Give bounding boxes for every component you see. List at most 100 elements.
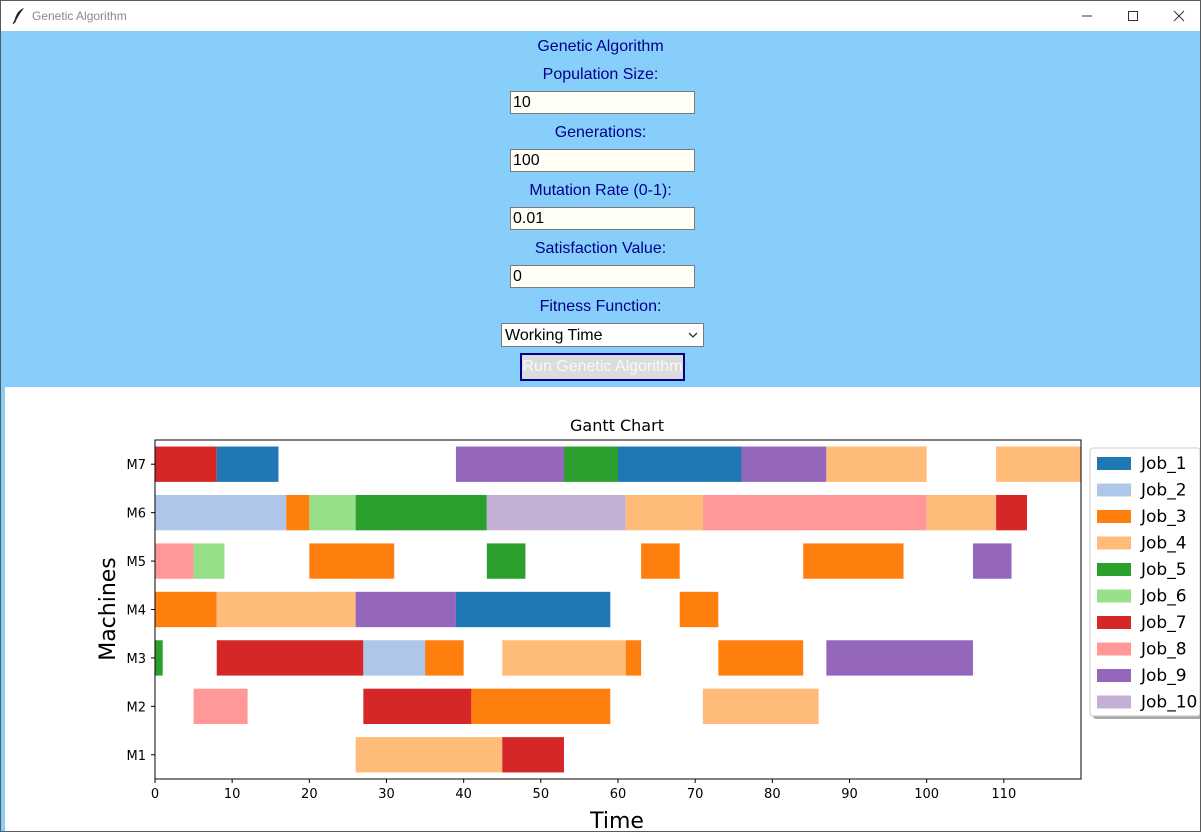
- x-tick-label: 50: [533, 787, 550, 802]
- x-tick-label: 60: [610, 787, 627, 802]
- gantt-bar-m5-job_5: [486, 543, 526, 579]
- population-label: Population Size:: [542, 66, 659, 83]
- x-tick-label: 70: [687, 787, 704, 802]
- y-axis-label: Machines: [96, 557, 121, 661]
- y-tick-label: M4: [127, 604, 147, 619]
- y-tick-label: M1: [127, 749, 147, 764]
- gantt-bar-m6-job_4: [926, 494, 997, 531]
- x-tick-label: 0: [151, 787, 159, 802]
- x-tick-label: 80: [764, 787, 781, 802]
- gantt-chart: Gantt Chart M1 M2 M3 M4 M5 M6 M7 0 10 20 30 40 50 60…: [96, 416, 1200, 831]
- gantt-bar-m7-job_4: [826, 446, 927, 482]
- gantt-bar-m7-job_9: [455, 446, 564, 482]
- minimize-icon: [1082, 15, 1092, 17]
- gantt-bar-m4-job_9: [355, 591, 456, 628]
- x-tick-label: 100: [914, 787, 939, 802]
- gantt-bar-m3-job_9: [826, 640, 973, 676]
- gantt-bar-m3-job_3: [625, 640, 642, 676]
- gantt-bar-m4-job_1: [455, 591, 611, 628]
- gantt-bar-m1-job_7: [502, 737, 564, 773]
- gantt-bar-m7-job_7: [155, 446, 217, 482]
- close-button[interactable]: [1156, 1, 1200, 31]
- gantt-bar-m7-job_9: [741, 446, 827, 482]
- legend-label-job_9: Job_9: [1140, 666, 1187, 686]
- gantt-bar-m5-job_6: [193, 543, 225, 579]
- legend-swatch-job_9: [1097, 669, 1131, 682]
- gantt-bar-m2-job_3: [471, 688, 611, 725]
- y-tick-label: M3: [127, 652, 147, 667]
- fitness-function-value: Working Time: [505, 327, 603, 344]
- gantt-bar-m5-job_3: [309, 543, 395, 579]
- gantt-bar-m6-job_2: [155, 494, 287, 531]
- legend-swatch-job_5: [1097, 563, 1131, 576]
- legend-swatch-job_1: [1097, 457, 1131, 470]
- population-input[interactable]: [510, 91, 695, 114]
- gantt-bar-m7-job_5: [563, 446, 618, 482]
- legend-swatch-job_3: [1097, 510, 1131, 523]
- x-axis-label: Time: [589, 809, 644, 831]
- legend-swatch-job_8: [1097, 642, 1131, 656]
- legend-label-job_8: Job_8: [1140, 640, 1187, 660]
- legend-label-job_7: Job_7: [1140, 613, 1187, 633]
- chart-figure: Gantt Chart M1 M2 M3 M4 M5 M6 M7 0 10 20 30 40 50 60…: [5, 387, 1200, 831]
- parameters-panel: Genetic Algorithm Population Size: Gener…: [1, 31, 1200, 387]
- legend: Job_1 Job_2 Job_3 Job_4 Job_5 Job_6 Job_7 Job_8…: [1089, 447, 1200, 719]
- gantt-bar-m6-job_3: [286, 494, 310, 531]
- legend-swatch-job_6: [1097, 589, 1131, 603]
- gantt-bar-m2-job_8: [193, 688, 248, 725]
- form-header: Genetic Algorithm: [537, 38, 664, 55]
- title-bar: Genetic Algorithm: [1, 1, 1200, 31]
- gantt-bar-m5-job_3: [641, 543, 680, 579]
- y-tick-label: M7: [127, 458, 147, 473]
- x-tick-label: 90: [841, 787, 858, 802]
- gantt-bar-m7-job_1: [618, 446, 742, 482]
- gantt-bar-m6-job_4: [625, 494, 703, 531]
- panel-edge: [1, 387, 5, 831]
- satisfaction-input[interactable]: [510, 265, 695, 288]
- chevron-down-icon: [688, 332, 698, 338]
- gantt-bar-m4-job_3: [155, 591, 217, 628]
- fitness-label: Fitness Function:: [539, 298, 662, 315]
- gantt-bar-m7-job_4: [996, 446, 1081, 482]
- legend-label-job_10: Job_10: [1140, 693, 1197, 713]
- gantt-bar-m5-job_3: [803, 543, 904, 579]
- window-title: Genetic Algorithm: [32, 9, 127, 23]
- gantt-bar-m3-job_4: [502, 640, 626, 676]
- mutation-rate-input[interactable]: [510, 207, 695, 230]
- legend-swatch-job_7: [1097, 616, 1131, 629]
- gantt-bar-m2-job_4: [702, 688, 819, 725]
- legend-label-job_3: Job_3: [1140, 507, 1187, 527]
- generations-label: Generations:: [554, 124, 647, 141]
- gantt-bar-m5-job_9: [972, 543, 1012, 579]
- x-tick-label: 110: [991, 787, 1016, 802]
- y-tick-label: M2: [127, 700, 147, 715]
- minimize-button[interactable]: [1064, 1, 1110, 31]
- fitness-function-select[interactable]: Working Time: [501, 323, 704, 347]
- gantt-bar-m6-job_6: [309, 494, 356, 531]
- maximize-button[interactable]: [1110, 1, 1156, 31]
- satisfaction-label: Satisfaction Value:: [534, 240, 667, 257]
- gantt-bar-m3-job_3: [718, 640, 804, 676]
- gantt-bar-m7-job_1: [216, 446, 279, 482]
- gantt-bar-m6-job_8: [702, 494, 927, 531]
- legend-label-job_4: Job_4: [1140, 534, 1187, 554]
- legend-label-job_1: Job_1: [1140, 454, 1187, 474]
- legend-label-job_6: Job_6: [1140, 587, 1187, 607]
- gantt-bar-m3-job_5: [155, 640, 163, 676]
- gantt-bar-m4-job_4: [216, 591, 356, 628]
- generations-input[interactable]: [510, 149, 695, 172]
- y-tick-label: M5: [127, 555, 147, 570]
- gantt-bar-m3-job_7: [216, 640, 364, 676]
- legend-label-job_2: Job_2: [1140, 481, 1187, 501]
- run-algorithm-button[interactable]: Run Genetic Algorithm: [520, 353, 685, 381]
- x-tick-label: 20: [301, 787, 318, 802]
- maximize-icon: [1128, 11, 1138, 21]
- gantt-bar-m2-job_7: [363, 688, 472, 725]
- gantt-bar-m5-job_8: [155, 543, 194, 579]
- gantt-bar-m6-job_10: [486, 494, 626, 531]
- chart-title: Gantt Chart: [570, 416, 664, 435]
- x-tick-label: 10: [224, 787, 241, 802]
- x-tick-label: 40: [455, 787, 472, 802]
- legend-swatch-job_10: [1097, 695, 1131, 709]
